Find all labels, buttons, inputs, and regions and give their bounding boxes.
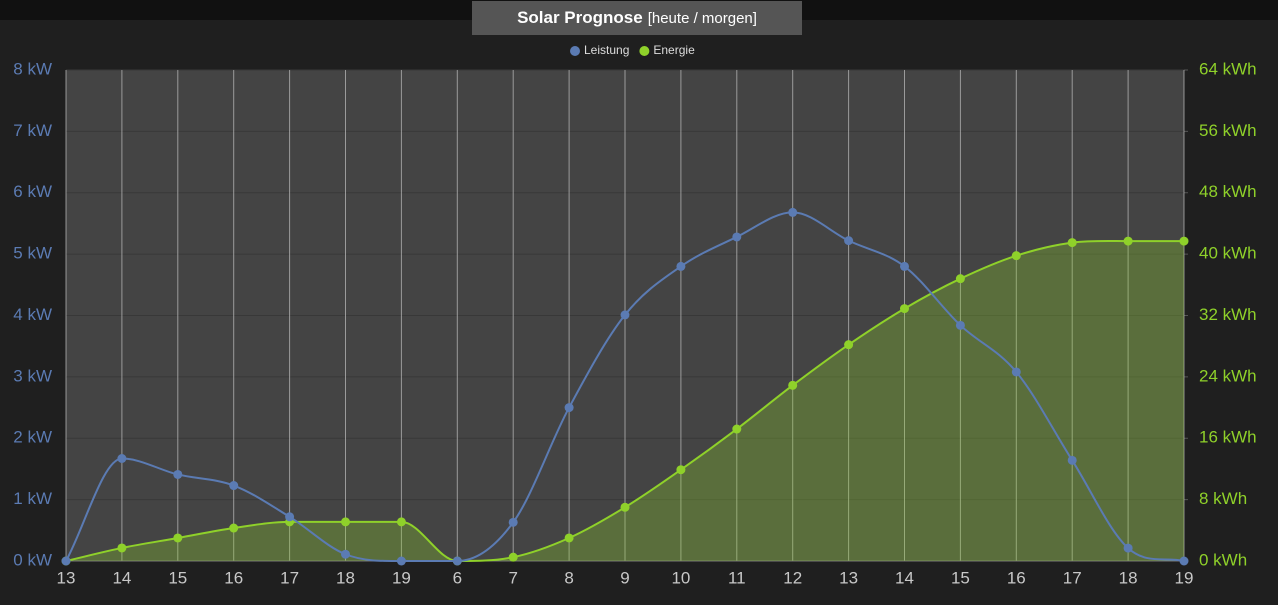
point bbox=[1011, 251, 1021, 261]
x-tick-label: 10 bbox=[671, 568, 690, 587]
x-tick-label: 12 bbox=[783, 568, 802, 587]
x-tick-label: 13 bbox=[839, 568, 858, 587]
point bbox=[173, 533, 183, 543]
point bbox=[620, 310, 630, 320]
y2-tick-label: 48 kWh bbox=[1199, 182, 1257, 201]
x-tick-label: 9 bbox=[620, 568, 629, 587]
title-box bbox=[472, 1, 802, 35]
x-tick-label: 18 bbox=[336, 568, 355, 587]
point bbox=[676, 261, 686, 271]
y-tick-label: 8 kW bbox=[13, 59, 52, 78]
point bbox=[900, 261, 909, 271]
y-tick-label: 4 kW bbox=[13, 305, 52, 324]
y-tick-label: 7 kW bbox=[13, 121, 52, 140]
point bbox=[61, 556, 71, 566]
y-tick-label: 0 kW bbox=[13, 550, 52, 569]
point bbox=[1123, 543, 1133, 553]
point bbox=[229, 523, 239, 533]
y2-tick-label: 24 kWh bbox=[1199, 366, 1257, 385]
point bbox=[508, 552, 518, 562]
chart-title: Solar Prognose bbox=[517, 8, 643, 27]
y2-tick-label: 0 kWh bbox=[1199, 550, 1247, 569]
area bbox=[66, 240, 1184, 561]
x-tick-label: 7 bbox=[508, 568, 517, 587]
x-tick-label: 15 bbox=[168, 568, 187, 587]
point bbox=[564, 403, 574, 413]
x-tick-label: 11 bbox=[728, 568, 746, 587]
x-tick-label: 19 bbox=[1175, 568, 1194, 587]
point bbox=[173, 469, 183, 479]
point bbox=[341, 517, 350, 527]
y-tick-label: 3 kW bbox=[13, 366, 52, 385]
x-tick-label: 14 bbox=[112, 568, 131, 587]
point bbox=[117, 454, 127, 464]
x-tick-label: 16 bbox=[1007, 568, 1026, 587]
y2-tick-label: 16 kWh bbox=[1199, 428, 1257, 447]
point bbox=[229, 481, 239, 491]
point bbox=[564, 533, 574, 543]
point bbox=[341, 549, 350, 559]
title-group: Solar Prognose [heute / morgen] bbox=[517, 8, 757, 27]
point bbox=[676, 465, 686, 475]
point bbox=[1011, 367, 1021, 377]
x-tick-label: 19 bbox=[392, 568, 411, 587]
point bbox=[508, 517, 518, 527]
point bbox=[1179, 236, 1189, 246]
y-tick-label: 1 kW bbox=[13, 489, 52, 508]
y2-tick-label: 64 kWh bbox=[1199, 59, 1257, 78]
x-tick-label: 17 bbox=[280, 568, 299, 587]
x-tick-label: 14 bbox=[895, 568, 914, 587]
point bbox=[955, 320, 965, 330]
x-tick-label: 18 bbox=[1119, 568, 1138, 587]
point bbox=[955, 274, 965, 284]
point bbox=[844, 340, 854, 350]
legend-marker bbox=[570, 46, 580, 56]
point bbox=[452, 556, 462, 566]
line bbox=[65, 239, 1184, 563]
point bbox=[285, 512, 295, 522]
legend-label: Energie bbox=[653, 43, 695, 57]
x-tick-label: 17 bbox=[1063, 568, 1082, 587]
y2-tick-label: 40 kWh bbox=[1199, 244, 1257, 263]
y2-tick-label: 8 kWh bbox=[1199, 489, 1247, 508]
y-tick-label: 5 kW bbox=[13, 244, 52, 263]
y2-tick-label: 56 kWh bbox=[1199, 121, 1257, 140]
legend-marker bbox=[639, 46, 650, 56]
x-tick-label: 6 bbox=[453, 568, 462, 587]
legend-label: Leistung bbox=[584, 43, 629, 57]
y-tick-label: 6 kW bbox=[13, 182, 52, 201]
x-tick-label: 16 bbox=[224, 568, 243, 587]
x-tick-label: 15 bbox=[951, 568, 970, 587]
point bbox=[117, 543, 127, 553]
point bbox=[844, 236, 854, 246]
point bbox=[620, 502, 630, 512]
point bbox=[788, 207, 798, 217]
point bbox=[788, 380, 798, 390]
point bbox=[900, 304, 909, 314]
y-tick-label: 2 kW bbox=[13, 428, 52, 447]
x-tick-label: 13 bbox=[57, 568, 76, 587]
y2-tick-label: 32 kWh bbox=[1199, 305, 1257, 324]
x-tick-label: 8 bbox=[564, 568, 573, 587]
point bbox=[1123, 236, 1133, 246]
chart-subtitle: [heute / morgen] bbox=[648, 10, 757, 27]
point bbox=[396, 517, 406, 527]
point bbox=[732, 424, 742, 434]
point bbox=[732, 232, 742, 242]
point bbox=[1179, 556, 1189, 566]
point bbox=[1067, 455, 1077, 465]
point bbox=[396, 556, 406, 566]
point bbox=[1067, 238, 1077, 248]
